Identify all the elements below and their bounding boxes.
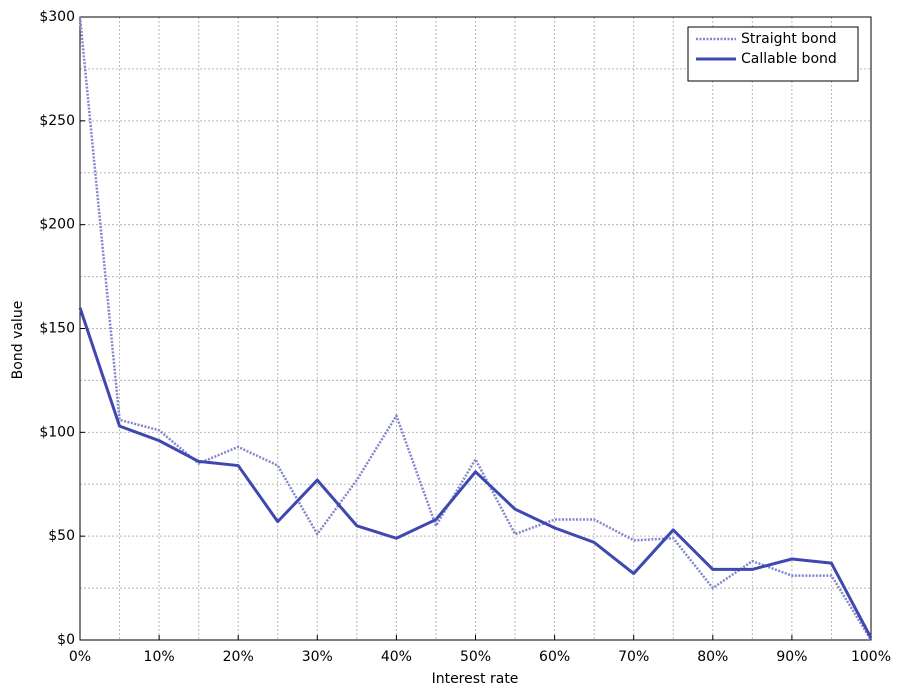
x-tick-label: 80% xyxy=(697,649,728,665)
plot-frame xyxy=(79,16,872,641)
legend-box xyxy=(687,26,859,82)
y-tick-label: $50 xyxy=(48,528,75,544)
x-tick-label: 100% xyxy=(851,649,891,665)
x-tick-label: 30% xyxy=(302,649,333,665)
legend-label: Straight bond xyxy=(741,31,837,47)
y-tick-label: $0 xyxy=(57,632,75,648)
y-tick-label: $200 xyxy=(39,217,75,233)
y-axis-title: Bond value xyxy=(10,301,26,380)
x-axis-title: Interest rate xyxy=(432,671,519,687)
x-tick-label: 40% xyxy=(381,649,412,665)
x-tick-label: 20% xyxy=(223,649,254,665)
legend-label: Callable bond xyxy=(741,51,837,67)
y-tick-label: $100 xyxy=(39,424,75,440)
x-tick-label: 70% xyxy=(618,649,649,665)
x-tick-label: 50% xyxy=(460,649,491,665)
x-tick-label: 60% xyxy=(539,649,570,665)
x-tick-label: 90% xyxy=(776,649,807,665)
y-tick-label: $250 xyxy=(39,113,75,129)
series-line xyxy=(78,307,873,639)
x-tick-label: 0% xyxy=(69,649,91,665)
x-tick-label: 10% xyxy=(144,649,175,665)
y-tick-label: $300 xyxy=(39,9,75,25)
y-tick-label: $150 xyxy=(39,321,75,337)
